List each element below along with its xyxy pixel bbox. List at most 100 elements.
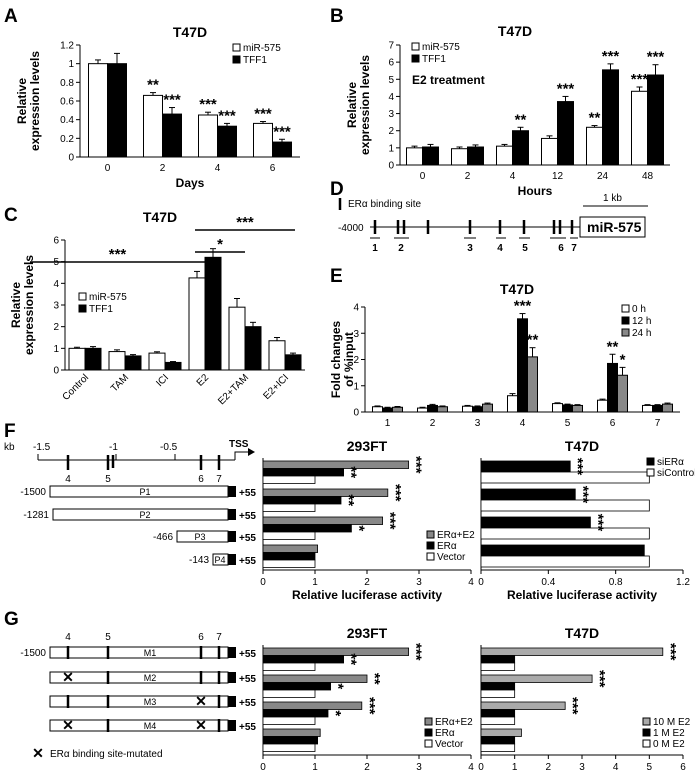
- legend-swatch: [426, 530, 435, 539]
- legend-label: ERα+E2: [437, 530, 475, 541]
- x-tick-label: 0: [260, 762, 266, 771]
- significance-mark: ***: [569, 458, 586, 476]
- y-axis-label: expression levels: [22, 255, 36, 355]
- bar: [617, 374, 628, 413]
- bar: [597, 399, 608, 413]
- bar: [262, 516, 383, 525]
- tss-label: TSS: [229, 439, 249, 450]
- bar: [480, 674, 593, 683]
- legend-swatch: [426, 541, 435, 550]
- bar: [527, 356, 538, 413]
- bar: [204, 256, 222, 371]
- bar: [417, 407, 428, 413]
- legend-label: 12 h: [632, 316, 651, 327]
- y-tick-label: 1: [53, 344, 59, 355]
- x-tick-label: 4: [468, 577, 474, 588]
- bar: [480, 516, 591, 529]
- x-tick-label: 7: [655, 418, 661, 429]
- bar: [262, 701, 363, 710]
- y-tick-label: 1: [388, 143, 394, 154]
- bar: [262, 559, 316, 568]
- tss-arrow-line: [234, 451, 248, 460]
- x-tick-label: 4: [468, 762, 474, 771]
- chart-title: T47D: [173, 24, 207, 40]
- bar: [480, 499, 650, 512]
- bar: [107, 63, 127, 158]
- x-tick-label: 2: [465, 171, 471, 182]
- legend-swatch: [642, 739, 651, 748]
- site-label: 3: [467, 243, 473, 254]
- y-tick-label: 2: [53, 322, 59, 333]
- x-tick-label: E2: [195, 372, 212, 389]
- annotation: E2 treatment: [412, 73, 485, 87]
- x-tick-label: 1: [385, 418, 391, 429]
- x-tick-label: 0: [260, 577, 266, 588]
- x-tick-label: 0: [105, 163, 111, 174]
- site-label: 7: [216, 474, 222, 485]
- kb-axis: kb -1.5 -1 -0.5 TSS 4 5 6 7: [4, 439, 255, 485]
- y-tick-label: 6: [53, 236, 59, 247]
- bar: [480, 743, 516, 752]
- legend-swatch: [621, 304, 630, 313]
- bar: [467, 146, 484, 166]
- panel-label-d: D: [330, 179, 344, 200]
- significance-mark: **: [343, 653, 360, 665]
- bar: [262, 689, 316, 698]
- legend-swatch: [424, 739, 433, 748]
- scale-bar-label: 1 kb: [603, 193, 622, 204]
- mutated-legend-icon: ✕: [32, 745, 44, 761]
- significance-mark: ***: [557, 80, 575, 97]
- legend-label: ERα+E2: [435, 717, 473, 728]
- y-axis-label: Relative: [345, 82, 359, 128]
- y-tick-label: 4: [353, 303, 359, 314]
- bar: [262, 655, 344, 664]
- x-tick-label: 0.8: [609, 577, 623, 588]
- bar: [143, 94, 163, 158]
- y-tick-label: 4: [388, 92, 394, 103]
- legend-label: 1 M E2: [653, 728, 685, 739]
- bar: [480, 716, 516, 725]
- site-label: 2: [398, 243, 404, 254]
- site-label: 5: [105, 632, 111, 643]
- site-label: 6: [198, 474, 204, 485]
- bar: [262, 496, 342, 505]
- y-tick-label: 6: [388, 58, 394, 69]
- x-tick-label: 0: [420, 171, 426, 182]
- bar: [124, 355, 142, 371]
- x-tick-label: 2: [430, 418, 436, 429]
- x-tick-label: 1: [512, 762, 518, 771]
- bar: [480, 471, 650, 484]
- y-axis-label: of %input: [342, 332, 356, 387]
- construct-end: +55: [239, 674, 256, 685]
- panel-label-c: C: [4, 205, 18, 226]
- mutated-site-icon: ✕: [195, 717, 207, 733]
- x-tick-label: 2: [546, 762, 552, 771]
- legend-label: miR-575: [243, 43, 281, 54]
- bar: [662, 403, 673, 413]
- kb-tick-label-1: -1.5: [33, 442, 51, 453]
- bar: [372, 406, 383, 413]
- x-tick-label: E2+ICI: [262, 372, 292, 402]
- bar: [480, 460, 571, 473]
- bar: [262, 674, 368, 683]
- bracket-label: ***: [109, 246, 127, 263]
- y-tick-label: 2: [388, 126, 394, 137]
- significance-mark: **: [527, 332, 539, 349]
- significance-mark: *: [327, 710, 344, 716]
- x-tick-label: 12: [552, 171, 564, 182]
- y-tick-label: 3: [53, 301, 59, 312]
- legend-swatch: [424, 717, 433, 726]
- x-tick-label: 24: [597, 171, 609, 182]
- y-tick-label: 0: [353, 408, 359, 419]
- bar: [262, 743, 316, 752]
- bar: [647, 74, 664, 166]
- x-tick-label: 4: [520, 418, 526, 429]
- bar: [162, 113, 182, 158]
- significance-mark: ***: [564, 697, 581, 715]
- x-tick-label: 0: [478, 577, 484, 588]
- y-axis-label: expression levels: [28, 51, 42, 151]
- bar: [262, 682, 331, 691]
- legend-label: Vector: [437, 552, 466, 563]
